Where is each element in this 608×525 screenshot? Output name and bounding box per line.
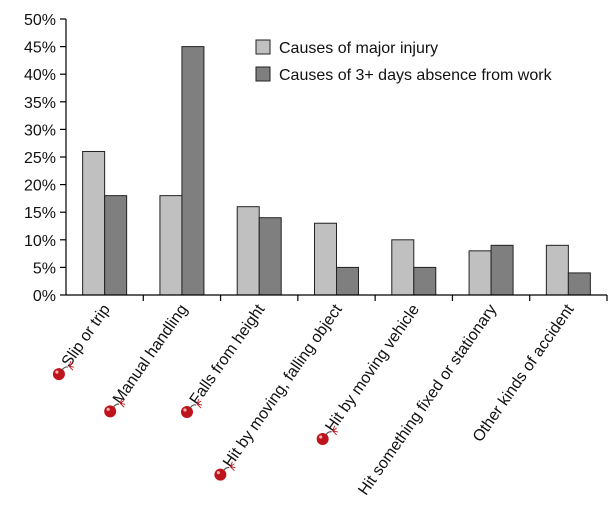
y-tick-label: 40% — [24, 67, 56, 84]
category-label: Slip or trip — [59, 301, 114, 370]
bomb-icon — [214, 461, 236, 481]
y-tick-label: 15% — [24, 205, 56, 222]
category-label: Hit something fixed or stationary — [355, 302, 500, 499]
legend-label-1: Causes of major injury — [279, 40, 438, 57]
y-tick-label: 10% — [24, 233, 56, 250]
legend-label-2: Causes of 3+ days absence from work — [279, 67, 553, 84]
bomb-icon — [180, 398, 203, 419]
bar-major-injury-1 — [82, 150, 106, 296]
bar-major-injury-2 — [159, 195, 183, 296]
y-tick-label: 20% — [24, 178, 56, 195]
bar-absence-3 — [258, 217, 282, 296]
bar-absence-1 — [104, 195, 128, 296]
bar-absence-4 — [336, 266, 359, 296]
category-label: Manual handling — [110, 302, 191, 408]
bar-absence-2 — [181, 46, 205, 296]
y-tick-label: 35% — [24, 95, 56, 112]
bomb-icon — [104, 398, 126, 418]
legend-swatch-2 — [255, 66, 271, 82]
bar-absence-5 — [413, 266, 437, 296]
y-tick-label: 30% — [24, 122, 56, 139]
y-tick-label: 50% — [24, 12, 56, 29]
y-axis-ticks: 0% 5% 10% 15% 20% 25% 30% 35% 40% 45% 50% — [24, 12, 66, 305]
bar-absence-6 — [490, 244, 514, 296]
bar-major-injury-3 — [236, 206, 260, 296]
bar-absence-7 — [567, 272, 591, 296]
y-tick-label: 45% — [24, 40, 56, 57]
legend-swatch-1 — [255, 39, 271, 55]
y-tick-label: 0% — [33, 288, 56, 305]
bar-major-injury-4 — [314, 222, 337, 296]
bar-major-injury-5 — [391, 239, 415, 296]
axes — [65, 19, 607, 296]
x-axis-ticks — [142, 295, 608, 301]
y-tick-label: 25% — [24, 150, 56, 167]
bomb-icon — [316, 425, 338, 445]
category-label: Falls from height — [187, 301, 269, 408]
bar-major-injury-7 — [545, 244, 569, 296]
bar-major-injury-6 — [468, 250, 492, 296]
legend: Causes of major injury Causes of 3+ days … — [255, 39, 553, 84]
bomb-icon — [52, 360, 75, 381]
y-tick-label: 5% — [33, 260, 56, 277]
